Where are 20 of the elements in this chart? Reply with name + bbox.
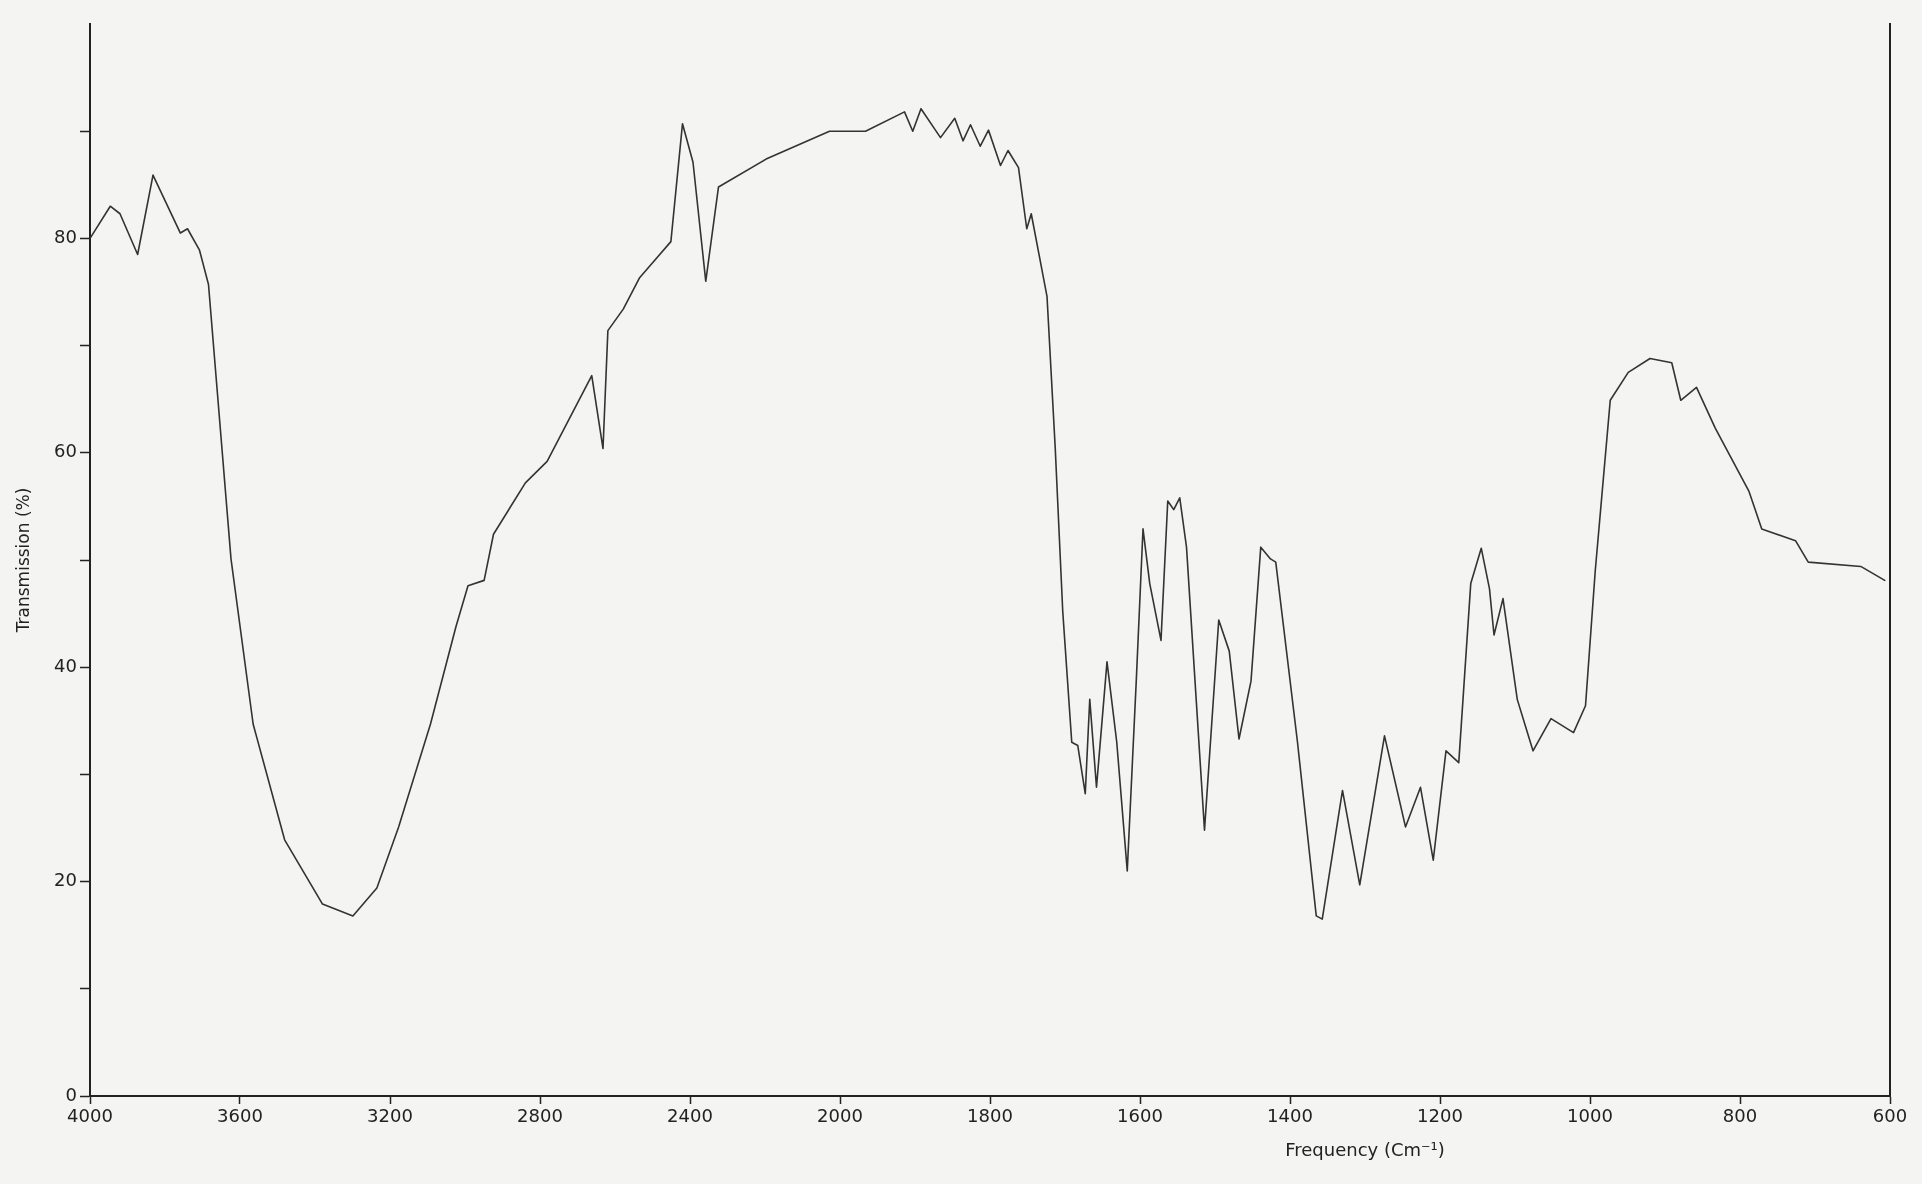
x-tick-label: 1400: [1267, 1105, 1313, 1127]
y-axis-title: Transmission (%): [12, 487, 33, 634]
y-tick-label: 0: [65, 1083, 77, 1105]
x-tick-label: 800: [1722, 1105, 1758, 1127]
x-tick-label: 1000: [1567, 1105, 1613, 1127]
x-tick-label: 600: [1872, 1105, 1908, 1127]
x-tick-label: 3200: [367, 1105, 413, 1127]
x-tick-label: 4000: [67, 1105, 113, 1127]
x-tick-label: 2400: [667, 1105, 713, 1127]
x-tick-label: 1200: [1417, 1105, 1463, 1127]
x-tick-label: 3600: [217, 1105, 263, 1127]
x-axis-title: Frequency (Cm⁻¹): [1285, 1138, 1445, 1160]
x-tick-label: 1600: [1117, 1105, 1163, 1127]
y-tick-label: 60: [54, 440, 77, 462]
y-tick-label: 80: [54, 226, 77, 248]
x-tick-label: 2800: [517, 1105, 563, 1127]
x-tick-label: 1800: [967, 1105, 1013, 1127]
y-tick-label: 40: [54, 654, 77, 676]
x-tick-label: 2000: [817, 1105, 863, 1127]
y-tick-label: 20: [54, 869, 77, 891]
